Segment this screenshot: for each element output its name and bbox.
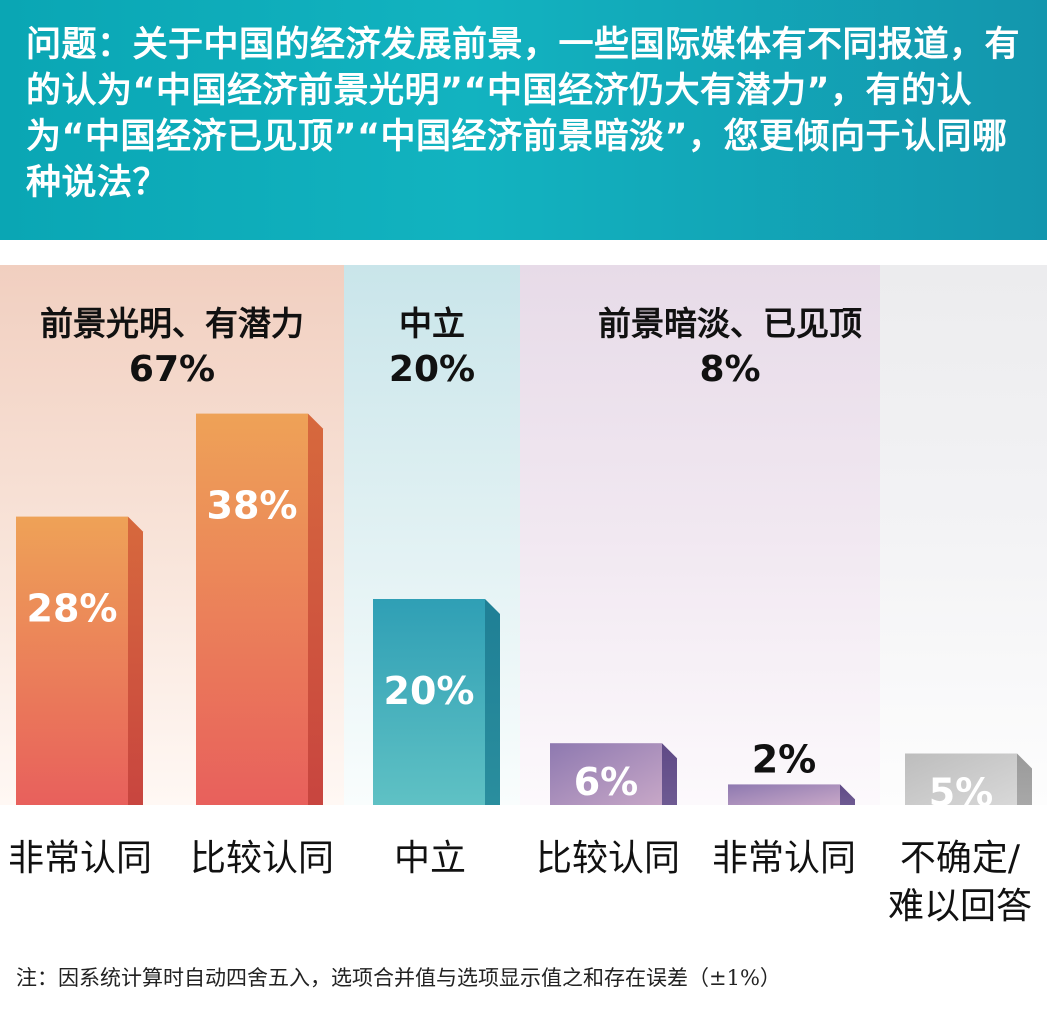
neutral-group-title: 中立	[399, 304, 465, 343]
category-label-line: 中立	[393, 838, 466, 879]
neutral-group-value: 20%	[388, 349, 476, 390]
bar-side-4	[840, 784, 855, 805]
negative-group-title: 前景暗淡、已见顶	[598, 304, 862, 343]
negative-group-label: 前景暗淡、已见顶 8%	[520, 301, 940, 393]
bar-1	[196, 413, 308, 805]
bar-4	[728, 784, 840, 805]
bar-side-5	[1017, 753, 1032, 805]
category-label-line: 不确定/	[899, 838, 1021, 879]
bar-side-3	[662, 743, 677, 805]
unsure-group-panel	[880, 265, 1047, 805]
category-label-line: 非常认同	[7, 838, 152, 879]
bar-value-label-4: 2%	[752, 737, 817, 781]
positive-group-title: 前景光明、有潜力	[40, 304, 304, 343]
category-label-line: 比较认同	[189, 838, 334, 879]
bar-value-label-1: 38%	[207, 484, 298, 528]
bar-value-label-3: 6%	[574, 760, 639, 804]
bar-0	[16, 516, 128, 805]
category-label-5: 不确定/难以回答	[880, 835, 1040, 931]
bar-side-0	[128, 516, 143, 805]
category-label-2: 中立	[350, 835, 510, 883]
bar-2	[373, 599, 485, 805]
footnote: 注：因系统计算时自动四舍五入，选项合并值与选项显示值之和存在误差（±1%）	[16, 966, 781, 990]
bar-value-label-2: 20%	[384, 669, 475, 713]
bar-value-label-5: 5%	[929, 771, 994, 815]
positive-group-value: 67%	[128, 349, 216, 390]
bar-side-2	[485, 599, 500, 805]
bar-3	[550, 743, 662, 805]
bar-side-1	[308, 413, 323, 805]
category-label-line: 难以回答	[887, 886, 1032, 927]
positive-group-label: 前景光明、有潜力 67%	[0, 301, 344, 393]
question-text: 问题：关于中国的经济发展前景，一些国际媒体有不同报道，有的认为“中国经济前景光明…	[26, 25, 1021, 203]
bar-value-label-0: 28%	[27, 587, 118, 631]
category-label-3: 比较认同	[528, 835, 688, 883]
bar-5	[905, 753, 1017, 805]
question-banner: 问题：关于中国的经济发展前景，一些国际媒体有不同报道，有的认为“中国经济前景光明…	[0, 0, 1047, 240]
negative-group-panel	[520, 265, 880, 805]
category-label-0: 非常认同	[0, 835, 160, 883]
negative-group-value: 8%	[699, 349, 761, 390]
category-label-4: 非常认同	[704, 835, 864, 883]
category-label-1: 比较认同	[182, 835, 342, 883]
category-label-line: 比较认同	[535, 838, 680, 879]
neutral-group-label: 中立 20%	[344, 301, 520, 393]
category-label-line: 非常认同	[711, 838, 856, 879]
